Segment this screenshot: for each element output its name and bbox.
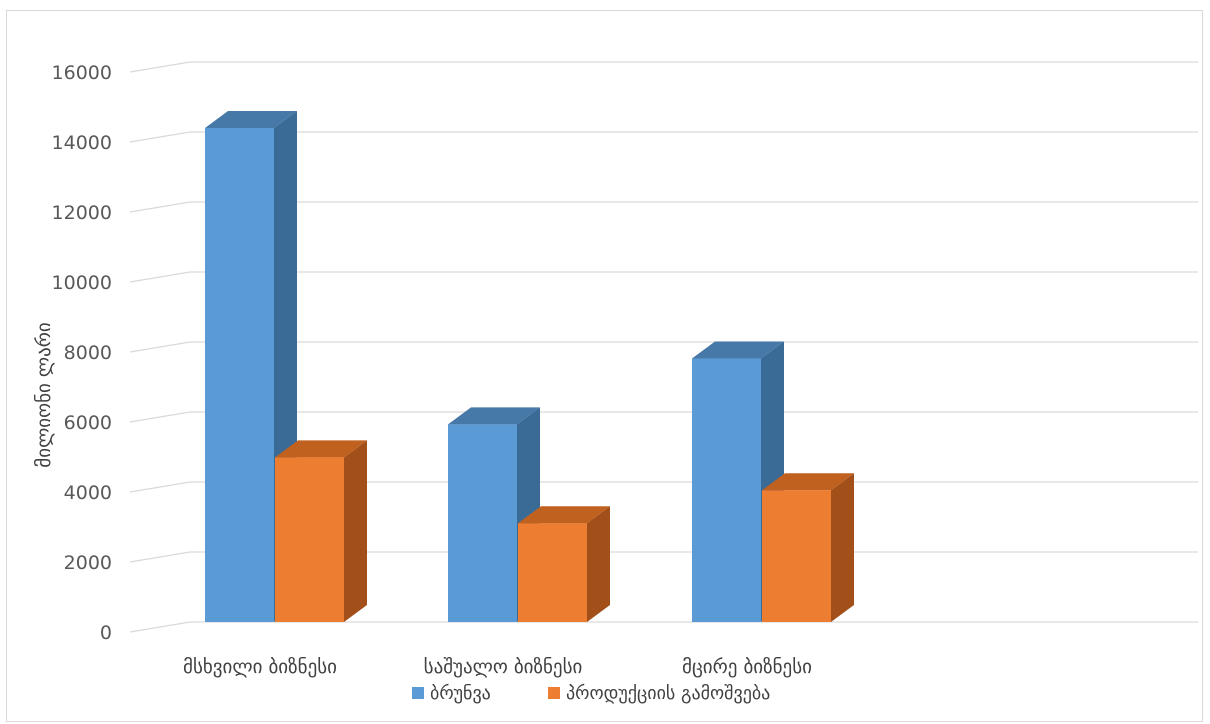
- bar: [518, 523, 587, 622]
- x-category-label: საშუალო ბიზნესი: [424, 656, 583, 678]
- bar-top: [518, 506, 610, 524]
- x-category-label: მსხვილი ბიზნესი: [183, 656, 337, 678]
- y-tick-label: 16000: [52, 62, 112, 84]
- bar: [762, 490, 831, 622]
- gridline-side: [129, 481, 191, 493]
- gridline-side: [129, 61, 191, 73]
- y-axis-title: მილიონი ლარი: [33, 322, 55, 467]
- gridline-side: [129, 131, 191, 143]
- gridline-side: [129, 621, 191, 633]
- bar-top: [205, 111, 297, 128]
- y-tick-label: 10000: [52, 272, 112, 294]
- bar: [205, 128, 274, 622]
- legend-label: პროდუქციის გამოშვება: [566, 683, 770, 704]
- bar-side: [344, 440, 367, 622]
- bar-side: [831, 473, 854, 622]
- legend-label: ბრუნვა: [430, 683, 491, 704]
- y-tick-label: 0: [100, 622, 112, 644]
- y-tick-label: 14000: [52, 132, 112, 154]
- bar: [275, 457, 344, 622]
- gridline-side: [129, 341, 191, 353]
- y-tick-label: 6000: [64, 412, 112, 434]
- gridline-side: [129, 271, 191, 283]
- gridline-side: [129, 411, 191, 423]
- bar: [448, 424, 517, 622]
- legend-swatch: [412, 687, 424, 699]
- y-tick-label: 12000: [52, 202, 112, 224]
- bar-top: [692, 341, 784, 359]
- y-tick-label: 2000: [64, 552, 112, 574]
- bar-top: [275, 440, 367, 458]
- bar: [692, 358, 761, 622]
- x-category-label: მცირე ბიზნესი: [682, 656, 812, 678]
- bar-top: [448, 407, 540, 425]
- gridline-side: [129, 551, 191, 563]
- bar-top: [762, 473, 854, 491]
- y-tick-label: 8000: [64, 342, 112, 364]
- bar-side: [587, 506, 610, 622]
- y-tick-label: 4000: [64, 482, 112, 504]
- gridline-side: [129, 201, 191, 213]
- legend-swatch: [548, 687, 560, 699]
